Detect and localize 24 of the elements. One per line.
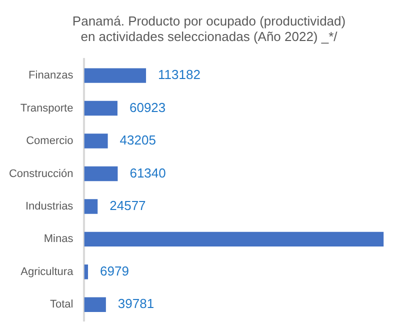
data-label: 39781 xyxy=(118,296,154,312)
data-label: 6979 xyxy=(100,263,129,278)
bar xyxy=(84,232,384,247)
data-label: 24577 xyxy=(110,198,146,214)
bar xyxy=(84,297,106,312)
bar xyxy=(84,68,146,83)
data-label: 43205 xyxy=(120,132,156,148)
bar xyxy=(84,199,98,214)
data-label: 60923 xyxy=(129,100,166,115)
y-tick-label: Transporte xyxy=(20,102,74,114)
chart-title: Panamá. Producto por ocupado (productividad) en actividades seleccionadas (Año 2022) _*/ xyxy=(72,13,346,44)
y-tick-label: Industrias xyxy=(25,200,74,212)
bar xyxy=(84,100,118,116)
y-tick-label: Total xyxy=(50,298,74,311)
y-tick-label: Minas xyxy=(44,233,74,246)
y-tick-label: Agricultura xyxy=(20,266,74,278)
bar xyxy=(84,264,88,280)
y-tick-label: Comercio xyxy=(26,135,74,148)
data-label: 113182 xyxy=(158,67,200,82)
bar xyxy=(84,166,118,182)
bar xyxy=(84,134,108,148)
y-tick-label: Construcción xyxy=(8,168,74,180)
y-tick-label: Finanzas xyxy=(28,70,74,82)
data-label: 61340 xyxy=(130,165,166,180)
